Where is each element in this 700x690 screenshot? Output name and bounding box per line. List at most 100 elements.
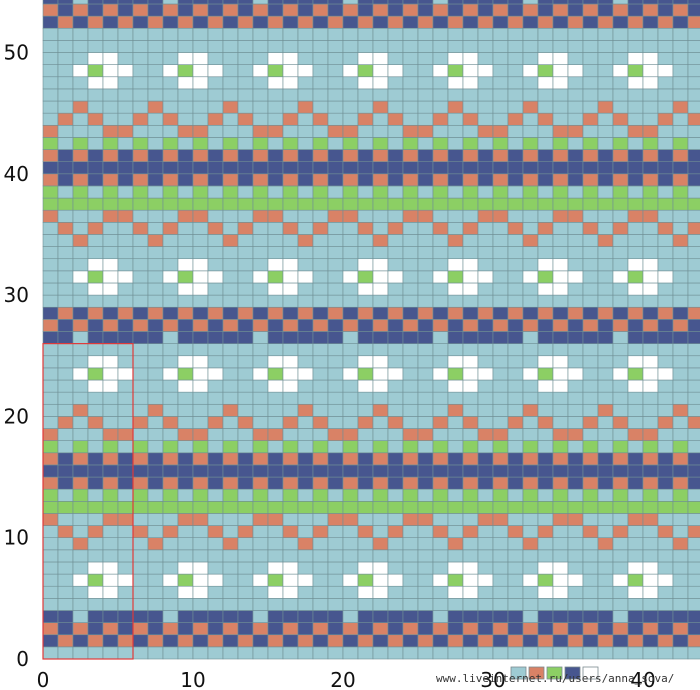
grid-cell	[417, 27, 434, 41]
grid-cell	[72, 100, 89, 114]
grid-cell	[387, 282, 404, 296]
grid-cell	[597, 185, 614, 199]
grid-cell	[387, 464, 404, 478]
grid-cell	[192, 537, 209, 551]
grid-cell	[417, 598, 434, 611]
grid-cell	[342, 379, 359, 393]
grid-cell	[282, 76, 299, 90]
grid-cell	[657, 234, 674, 247]
grid-cell	[522, 379, 539, 393]
grid-cell	[507, 440, 524, 454]
grid-cell	[402, 476, 419, 490]
grid-cell	[207, 440, 224, 454]
grid-cell	[222, 501, 239, 514]
grid-cell	[402, 391, 419, 405]
grid-cell	[132, 391, 149, 405]
grid-cell	[117, 3, 134, 17]
grid-cell	[417, 112, 434, 126]
grid-cell	[267, 634, 284, 648]
grid-cell	[267, 598, 284, 611]
grid-cell	[687, 513, 700, 526]
grid-cell	[327, 124, 344, 138]
grid-cell	[372, 319, 389, 332]
grid-cell	[327, 27, 344, 41]
grid-cell	[222, 137, 239, 150]
grid-cell	[477, 391, 494, 405]
grid-cell	[252, 52, 269, 65]
grid-cell	[552, 173, 569, 187]
grid-cell	[612, 403, 629, 417]
grid-cell	[402, 549, 419, 563]
grid-cell	[342, 634, 359, 648]
grid-cell	[417, 355, 434, 369]
grid-cell	[642, 15, 659, 29]
grid-cell	[87, 319, 104, 332]
grid-cell	[477, 525, 494, 539]
grid-cell	[537, 428, 554, 441]
grid-cell	[462, 246, 479, 260]
grid-cell	[267, 0, 284, 5]
grid-cell	[312, 137, 329, 150]
grid-cell	[687, 306, 700, 320]
grid-cell	[672, 234, 689, 247]
grid-cell	[687, 52, 700, 65]
grid-cell	[102, 15, 119, 29]
grid-cell	[402, 598, 419, 611]
grid-cell	[237, 464, 254, 478]
grid-cell	[147, 525, 164, 539]
grid-cell	[522, 270, 539, 284]
grid-cell	[447, 15, 464, 29]
grid-cell	[387, 573, 404, 587]
grid-cell	[432, 501, 449, 514]
grid-cell	[342, 282, 359, 296]
grid-cell	[237, 282, 254, 296]
grid-cell	[57, 561, 74, 575]
grid-cell	[117, 513, 134, 526]
grid-cell	[402, 622, 419, 636]
grid-cell	[642, 331, 659, 344]
grid-cell	[402, 319, 419, 332]
grid-cell	[267, 15, 284, 29]
grid-cell	[417, 161, 434, 175]
grid-cell	[597, 598, 614, 611]
grid-cell	[597, 440, 614, 454]
grid-cell	[507, 452, 524, 466]
grid-cell	[147, 185, 164, 199]
grid-cell	[687, 549, 700, 563]
grid-cell	[132, 428, 149, 441]
grid-cell	[162, 209, 179, 223]
grid-cell	[267, 294, 284, 308]
grid-cell	[132, 27, 149, 41]
grid-cell	[387, 549, 404, 563]
grid-cell	[447, 549, 464, 563]
grid-cell	[492, 537, 509, 551]
grid-cell	[672, 197, 689, 211]
grid-cell	[327, 52, 344, 65]
grid-cell	[237, 598, 254, 611]
grid-cell	[477, 634, 494, 648]
grid-cell	[282, 476, 299, 490]
grid-cell	[252, 537, 269, 551]
grid-cell	[597, 646, 614, 660]
grid-cell	[282, 88, 299, 102]
grid-cell	[87, 173, 104, 187]
grid-cell	[447, 391, 464, 405]
grid-cell	[312, 222, 329, 235]
grid-cell	[672, 343, 689, 357]
grid-cell	[417, 173, 434, 187]
grid-cell	[282, 646, 299, 660]
grid-cell	[597, 64, 614, 78]
grid-cell	[462, 222, 479, 235]
grid-cell	[102, 331, 119, 344]
grid-cell	[102, 282, 119, 296]
grid-cell	[507, 246, 524, 260]
grid-cell	[612, 88, 629, 102]
grid-cell	[537, 416, 554, 429]
grid-cell	[612, 258, 629, 272]
grid-cell	[582, 246, 599, 260]
grid-cell	[387, 416, 404, 429]
grid-cell	[297, 610, 314, 623]
grid-cell	[72, 537, 89, 551]
grid-cell	[252, 598, 269, 611]
grid-cell	[117, 294, 134, 308]
